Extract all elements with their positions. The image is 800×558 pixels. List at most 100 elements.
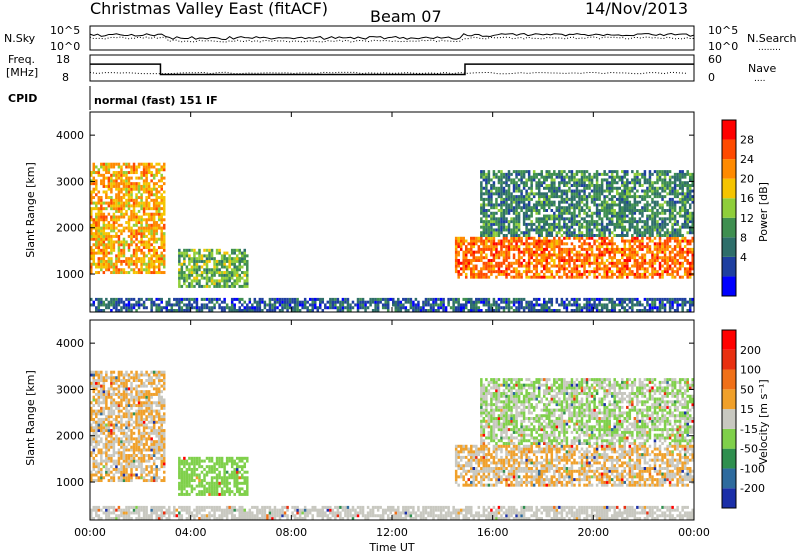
heatmap-cell <box>689 173 692 176</box>
heatmap-cell <box>608 251 611 254</box>
heatmap-cell <box>206 306 209 309</box>
heatmap-cell <box>686 212 689 215</box>
heatmap-cell <box>98 271 101 274</box>
heatmap-cell <box>598 184 601 187</box>
heatmap-cell <box>113 249 116 252</box>
heatmap-cell <box>120 421 123 424</box>
heatmap-cell <box>483 206 486 209</box>
heatmap-cell <box>558 173 561 176</box>
heatmap-cell <box>639 245 642 248</box>
heatmap-cell <box>689 248 692 251</box>
heatmap-cell <box>508 265 511 268</box>
heatmap-cell <box>510 234 513 237</box>
heatmap-cell <box>548 203 551 206</box>
heatmap-cell <box>138 306 141 309</box>
heatmap-cell <box>118 218 121 221</box>
heatmap-cell <box>561 298 564 301</box>
heatmap-cell <box>636 253 639 256</box>
heatmap-cell <box>186 285 189 288</box>
heatmap-cell <box>671 270 674 273</box>
heatmap-cell <box>105 190 108 193</box>
heatmap-cell <box>488 192 491 195</box>
heatmap-cell <box>510 265 513 268</box>
heatmap-cell <box>93 221 96 224</box>
heatmap-cell <box>133 252 136 255</box>
heatmap-cell <box>377 301 380 304</box>
heatmap-cell <box>470 259 473 262</box>
heatmap-cell <box>110 479 113 482</box>
heatmap-cell <box>558 195 561 198</box>
heatmap-cell <box>140 235 143 238</box>
heatmap-cell <box>651 209 654 212</box>
heatmap-cell <box>546 178 549 181</box>
heatmap-cell <box>113 393 116 396</box>
heatmap-cell <box>148 207 151 210</box>
heatmap-cell <box>616 176 619 179</box>
heatmap-cell <box>518 245 521 248</box>
heatmap-cell <box>619 220 622 223</box>
heatmap-cell <box>120 423 123 426</box>
heatmap-cell <box>535 245 538 248</box>
heatmap-cell <box>661 251 664 254</box>
heatmap-cell <box>244 249 247 252</box>
heatmap-cell <box>344 298 347 301</box>
heatmap-cell <box>654 212 657 215</box>
heatmap-cell <box>556 176 559 179</box>
heatmap-cell <box>669 212 672 215</box>
heatmap-cell <box>513 303 516 306</box>
heatmap-cell <box>485 181 488 184</box>
heatmap-cell <box>490 223 493 226</box>
heatmap-cell <box>573 220 576 223</box>
heatmap-cell <box>432 301 435 304</box>
heatmap-cell <box>664 178 667 181</box>
heatmap-cell <box>128 204 131 207</box>
heatmap-cell <box>103 207 106 210</box>
heatmap-cell <box>679 298 682 301</box>
heatmap-cell <box>576 192 579 195</box>
heatmap-cell <box>510 178 513 181</box>
heatmap-cell <box>108 171 111 174</box>
heatmap-cell <box>606 248 609 251</box>
heatmap-cell <box>452 306 455 309</box>
heatmap-cell <box>513 248 516 251</box>
heatmap-cell <box>498 170 501 173</box>
heatmap-cell <box>211 271 214 274</box>
heatmap-cell <box>478 237 481 240</box>
heatmap-cell <box>264 301 267 304</box>
heatmap-cell <box>183 274 186 277</box>
heatmap-cell <box>603 190 606 193</box>
heatmap-cell <box>206 303 209 306</box>
heatmap-cell <box>558 181 561 184</box>
heatmap-cell <box>98 404 101 407</box>
heatmap-cell <box>581 245 584 248</box>
heatmap-cell <box>130 218 133 221</box>
heatmap-cell <box>188 249 191 252</box>
heatmap-cell <box>337 301 340 304</box>
heatmap-cell <box>432 303 435 306</box>
heatmap-cell <box>145 213 148 216</box>
heatmap-cell <box>619 178 622 181</box>
heatmap-cell <box>372 301 375 304</box>
heatmap-cell <box>389 298 392 301</box>
heatmap-cell <box>515 195 518 198</box>
heatmap-cell <box>588 209 591 212</box>
heatmap-cell <box>196 271 199 274</box>
heatmap-cell <box>118 412 121 415</box>
heatmap-cell <box>528 209 531 212</box>
heatmap-cell <box>100 429 103 432</box>
heatmap-cell <box>548 184 551 187</box>
heatmap-cell <box>155 193 158 196</box>
heatmap-cell <box>495 245 498 248</box>
heatmap-cell <box>583 256 586 259</box>
heatmap-cell <box>163 227 166 230</box>
heatmap-cell <box>568 270 571 273</box>
heatmap-cell <box>535 303 538 306</box>
heatmap-cell <box>608 262 611 265</box>
heatmap-cell <box>171 306 174 309</box>
heatmap-cell <box>135 303 138 306</box>
heatmap-cell <box>95 473 98 476</box>
heatmap-cell <box>203 268 206 271</box>
heatmap-cell <box>480 240 483 243</box>
heatmap-cell <box>108 232 111 235</box>
